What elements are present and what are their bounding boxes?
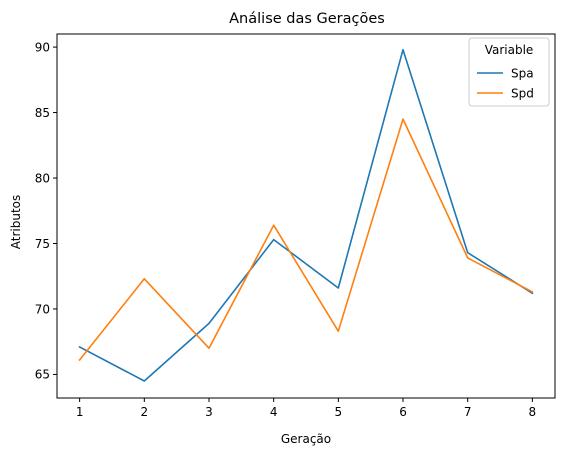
y-tick-label: 85 — [35, 106, 50, 120]
x-tick-label: 5 — [335, 405, 343, 419]
y-axis: 65 70 75 80 85 90 — [35, 40, 57, 382]
x-axis: 1 2 3 4 5 6 7 8 — [76, 398, 536, 419]
legend: Variable Spa Spd — [468, 37, 550, 107]
x-tick-label: 3 — [205, 405, 213, 419]
x-tick-label: 4 — [270, 405, 278, 419]
series-group — [78, 48, 534, 382]
y-axis-label: Atributos — [9, 195, 23, 250]
series-line-spd — [78, 118, 534, 362]
y-tick-label: 75 — [35, 237, 50, 251]
y-tick-label: 65 — [35, 368, 50, 382]
x-tick-label: 1 — [76, 405, 84, 419]
legend-label-spa: Spa — [511, 66, 534, 80]
y-tick-label: 80 — [35, 171, 50, 185]
legend-label-spd: Spd — [511, 86, 534, 100]
x-tick-label: 8 — [529, 405, 537, 419]
chart-title: Análise das Gerações — [229, 11, 385, 27]
x-tick-label: 2 — [140, 405, 148, 419]
x-tick-label: 7 — [464, 405, 472, 419]
legend-entries: Spa Spd — [477, 66, 534, 100]
legend-title: Variable — [485, 43, 534, 57]
y-tick-label: 70 — [35, 302, 50, 316]
series-line-spa — [78, 48, 534, 382]
x-axis-label: Geração — [281, 432, 331, 446]
legend-box — [468, 37, 550, 107]
plot-frame — [56, 33, 556, 399]
x-tick-label: 6 — [399, 405, 407, 419]
plot-area: 1 2 3 4 5 6 7 8 65 70 75 80 85 90 — [35, 33, 556, 419]
y-tick-label: 90 — [35, 40, 50, 54]
